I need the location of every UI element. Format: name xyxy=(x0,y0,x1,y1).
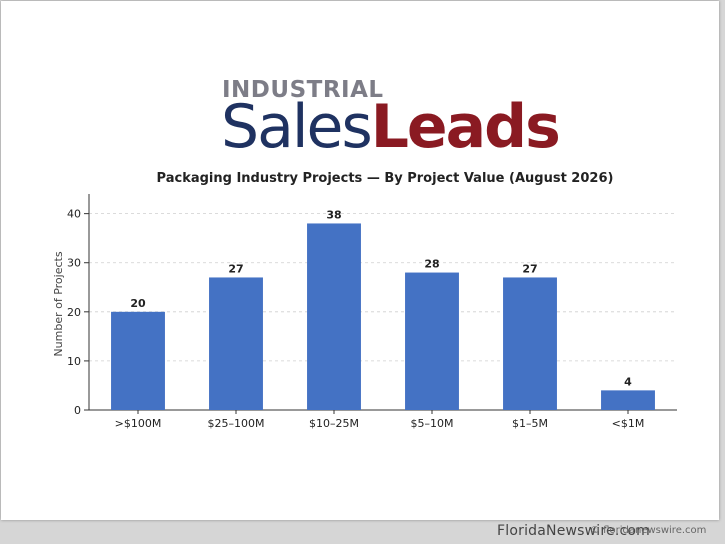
y-axis-label: Number of Projects xyxy=(52,251,65,356)
data-label: 4 xyxy=(624,375,632,388)
bar xyxy=(307,223,361,410)
bar xyxy=(209,277,263,410)
chart-title: Packaging Industry Projects — By Project… xyxy=(156,171,614,186)
footer-copyright: © floridanewswire.com xyxy=(590,525,707,536)
y-tick-label: 10 xyxy=(67,355,81,368)
data-label: 27 xyxy=(228,262,243,275)
y-tick-label: 40 xyxy=(67,208,81,221)
logo-leads-text: Leads xyxy=(370,92,561,162)
data-label: 27 xyxy=(522,262,537,275)
logo-industrial-text: INDUSTRIAL xyxy=(222,77,384,103)
x-tick-label: $1–5M xyxy=(512,417,548,430)
x-tick-label: >$100M xyxy=(115,417,162,430)
x-tick-label: $25–100M xyxy=(208,417,265,430)
bar xyxy=(601,390,655,410)
bar xyxy=(503,277,557,410)
data-label: 38 xyxy=(326,208,341,221)
footer-site-name: FloridaNewswire.com xyxy=(497,523,651,539)
y-tick-label: 0 xyxy=(74,404,81,417)
bar xyxy=(111,311,165,410)
data-label: 20 xyxy=(130,297,146,310)
y-tick-label: 30 xyxy=(67,257,81,270)
x-tick-label: <$1M xyxy=(612,417,645,430)
image-frame: INDUSTRIAL SalesLeads Packaging Industry… xyxy=(1,1,719,520)
bar xyxy=(405,272,459,410)
data-label: 28 xyxy=(424,258,439,271)
logo-sales-text: Sales xyxy=(221,92,373,162)
y-tick-label: 20 xyxy=(67,306,81,319)
sales-leads-logo: SalesLeads xyxy=(221,97,561,157)
x-tick-label: $10–25M xyxy=(309,417,359,430)
x-tick-label: $5–10M xyxy=(411,417,454,430)
